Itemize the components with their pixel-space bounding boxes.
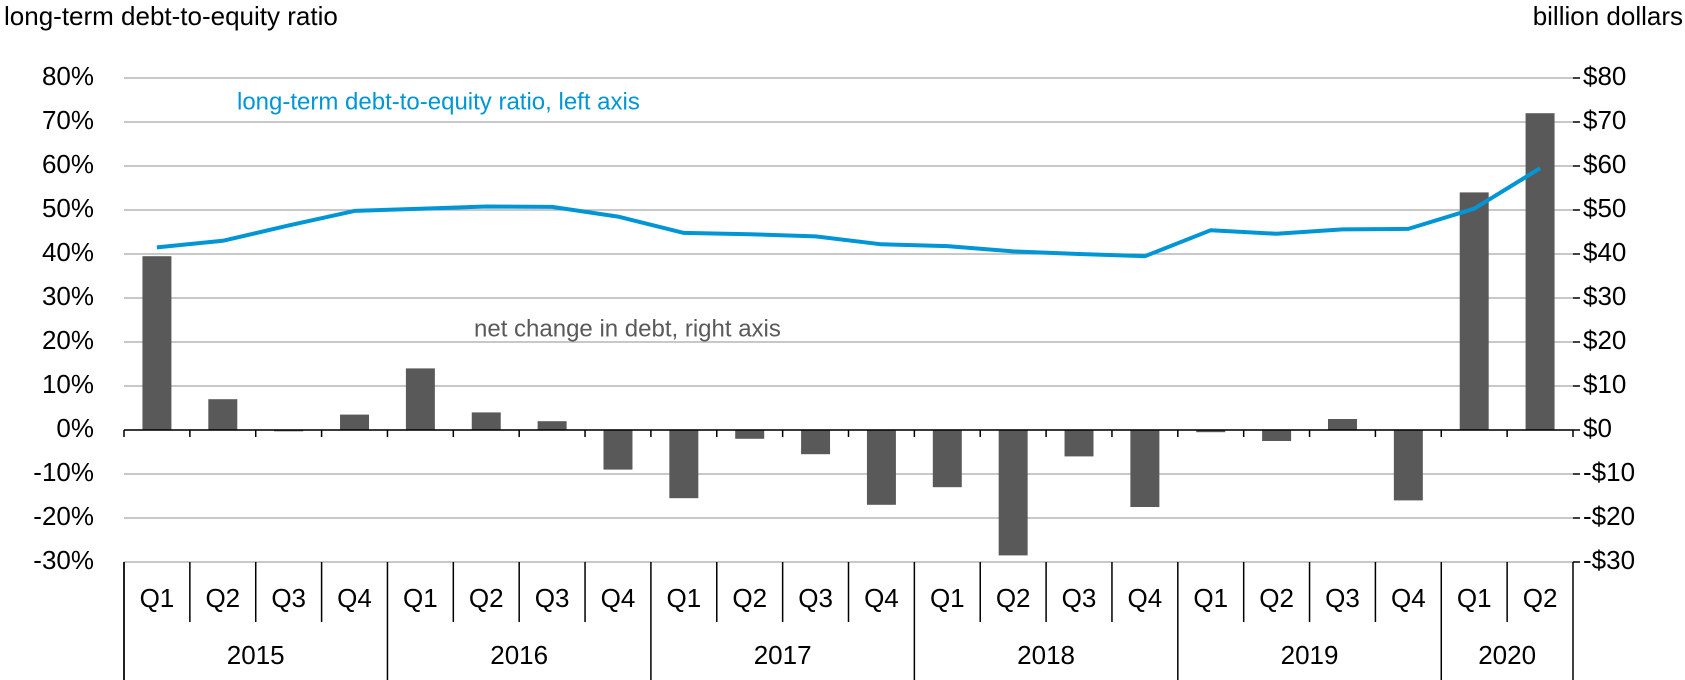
bar xyxy=(1393,430,1423,501)
bar xyxy=(669,430,699,499)
y2-axis-label: billion dollars xyxy=(1533,1,1683,31)
y-axis-label: long-term debt-to-equity ratio xyxy=(4,1,338,31)
x-tick-label: Q2 xyxy=(996,583,1031,613)
bar xyxy=(932,430,962,488)
bar xyxy=(1130,430,1160,507)
x-group-label: 2019 xyxy=(1281,640,1339,670)
bar xyxy=(1196,430,1226,433)
y-tick-label: 70% xyxy=(42,105,94,135)
bar xyxy=(340,414,370,430)
x-tick-label: Q1 xyxy=(1193,583,1228,613)
series-label: net change in debt, right axis xyxy=(474,315,781,342)
bar xyxy=(801,430,831,455)
x-tick-label: Q3 xyxy=(271,583,306,613)
y-tick-label: 0% xyxy=(56,413,94,443)
bar xyxy=(537,421,567,430)
x-tick-label: Q2 xyxy=(469,583,504,613)
x-tick-label: Q3 xyxy=(798,583,833,613)
y-tick-label: 30% xyxy=(42,281,94,311)
y-tick-label: -20% xyxy=(33,501,94,531)
x-tick-label: Q1 xyxy=(930,583,965,613)
y-tick-label: 40% xyxy=(42,237,94,267)
bar xyxy=(1262,430,1292,441)
y-tick-label: -30% xyxy=(33,545,94,575)
bar xyxy=(208,399,238,430)
x-tick-label: Q3 xyxy=(535,583,570,613)
series-label: long-term debt-to-equity ratio, left axi… xyxy=(237,88,640,115)
bar xyxy=(866,430,896,505)
bar xyxy=(142,256,172,430)
x-tick-label: Q4 xyxy=(1391,583,1426,613)
x-tick-label: Q1 xyxy=(1457,583,1492,613)
x-tick-label: Q4 xyxy=(337,583,372,613)
y2-tick-label: $40 xyxy=(1583,237,1626,267)
y2-tick-label: -$30 xyxy=(1583,545,1635,575)
bar xyxy=(603,430,633,470)
bar xyxy=(471,412,501,430)
x-tick-label: Q1 xyxy=(403,583,438,613)
y2-tick-label: $50 xyxy=(1583,193,1626,223)
y2-tick-label: $0 xyxy=(1583,413,1612,443)
y2-tick-label: $60 xyxy=(1583,149,1626,179)
y-tick-label: 60% xyxy=(42,149,94,179)
x-group-label: 2018 xyxy=(1017,640,1075,670)
y-tick-label: 20% xyxy=(42,325,94,355)
bar xyxy=(1459,192,1489,430)
x-tick-label: Q2 xyxy=(1523,583,1558,613)
y2-tick-label: -$20 xyxy=(1583,501,1635,531)
y2-tick-label: $80 xyxy=(1583,61,1626,91)
x-tick-label: Q4 xyxy=(601,583,636,613)
x-tick-label: Q3 xyxy=(1325,583,1360,613)
x-group-label: 2015 xyxy=(227,640,285,670)
x-group-label: 2016 xyxy=(490,640,548,670)
y-tick-label: 50% xyxy=(42,193,94,223)
x-group-label: 2020 xyxy=(1478,640,1536,670)
y2-tick-label: $30 xyxy=(1583,281,1626,311)
x-group-label: 2017 xyxy=(754,640,812,670)
bar xyxy=(1064,430,1094,457)
y2-tick-label: -$10 xyxy=(1583,457,1635,487)
x-tick-label: Q3 xyxy=(1062,583,1097,613)
x-tick-label: Q4 xyxy=(864,583,899,613)
x-tick-label: Q2 xyxy=(205,583,240,613)
bar xyxy=(998,430,1028,556)
x-tick-label: Q4 xyxy=(1128,583,1163,613)
bar xyxy=(405,368,435,430)
y-tick-label: -10% xyxy=(33,457,94,487)
y-tick-label: 10% xyxy=(42,369,94,399)
line xyxy=(156,166,1542,259)
x-tick-label: Q1 xyxy=(140,583,175,613)
x-tick-label: Q2 xyxy=(732,583,767,613)
y2-tick-label: $20 xyxy=(1583,325,1626,355)
y2-tick-label: $10 xyxy=(1583,369,1626,399)
x-tick-label: Q2 xyxy=(1259,583,1294,613)
bar xyxy=(735,430,765,439)
x-tick-label: Q1 xyxy=(666,583,701,613)
y-tick-label: 80% xyxy=(42,61,94,91)
bar xyxy=(1327,419,1357,430)
y2-tick-label: $70 xyxy=(1583,105,1626,135)
bar xyxy=(1525,113,1555,430)
